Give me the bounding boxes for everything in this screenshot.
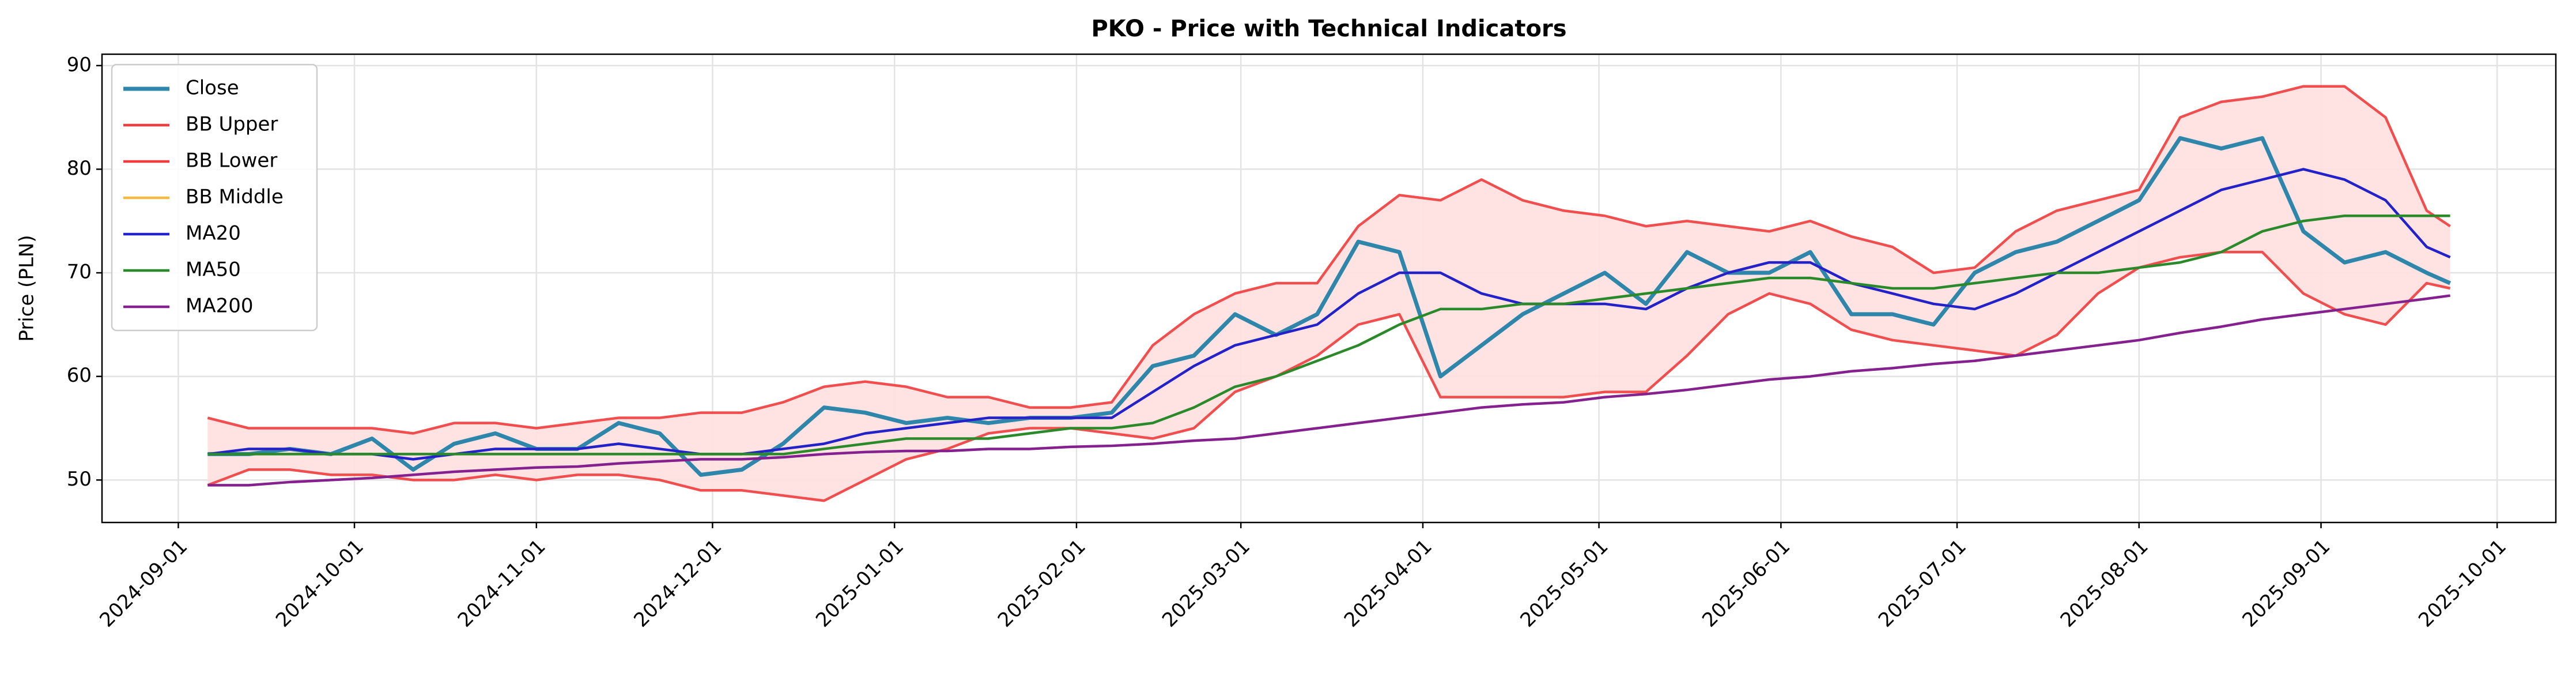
x-tick-label: 2024-10-01 [271, 535, 368, 632]
y-tick-label: 50 [67, 468, 92, 491]
x-tick-label: 2025-02-01 [994, 535, 1090, 632]
y-tick-label: 60 [67, 364, 92, 387]
legend-label: BB Middle [186, 186, 284, 209]
x-tick-label: 2024-12-01 [629, 535, 726, 632]
legend-label: MA50 [186, 258, 241, 281]
x-tick-label: 2025-03-01 [1158, 535, 1255, 632]
legend-label: MA200 [186, 295, 254, 318]
y-tick-label: 70 [67, 261, 92, 284]
series-line [207, 168, 2451, 461]
x-tick-label: 2025-07-01 [1874, 535, 1971, 632]
x-tick-label: 2025-10-01 [2414, 535, 2511, 632]
series-line [207, 85, 2451, 435]
x-tick-label: 2025-09-01 [2238, 535, 2335, 632]
y-axis-label: Price (PLN) [16, 235, 39, 341]
legend-label: BB Upper [186, 113, 278, 136]
plot-layer [207, 85, 2452, 502]
legend-label: Close [186, 77, 239, 100]
x-tick-label: 2025-01-01 [811, 535, 908, 632]
series-line [207, 214, 2450, 456]
series-line [207, 250, 2451, 502]
legend: Close BB Upper BB Lower BB Middle MA20 MA50 MA… [111, 63, 318, 332]
series-line [207, 136, 2452, 477]
x-tick-label: 2025-05-01 [1516, 535, 1612, 632]
x-tick-label: 2025-08-01 [2056, 535, 2153, 632]
legend-label: MA20 [186, 222, 241, 245]
y-tick-label: 90 [67, 53, 92, 76]
x-tick-label: 2024-09-01 [95, 535, 192, 632]
legend-label: BB Lower [186, 149, 277, 172]
chart-title: PKO - Price with Technical Indicators [1091, 16, 1566, 42]
legend-box [111, 63, 318, 332]
x-tick-label: 2025-04-01 [1340, 535, 1437, 632]
x-tick-label: 2025-06-01 [1698, 535, 1795, 632]
axes-frame [101, 53, 2557, 524]
series-line [207, 294, 2450, 487]
y-tick-label: 80 [67, 157, 92, 180]
x-tick-label: 2024-11-01 [454, 535, 550, 632]
